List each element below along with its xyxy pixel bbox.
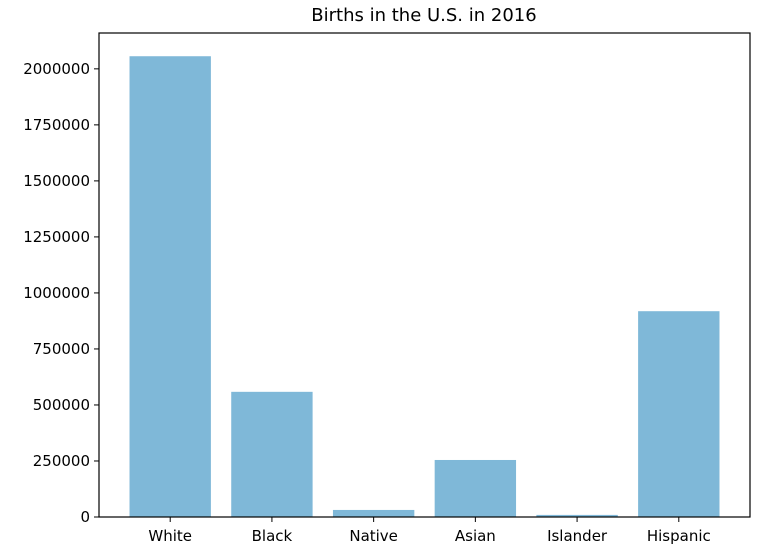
y-tick-label: 2000000 <box>23 60 90 78</box>
y-tick-label: 0 <box>80 508 90 526</box>
bars-group <box>129 56 720 517</box>
bar-asian <box>434 459 517 517</box>
plot-frame <box>98 32 751 518</box>
x-tick-label: Asian <box>455 527 496 545</box>
bar-native <box>332 509 415 517</box>
y-tick-label: 1000000 <box>23 284 90 302</box>
bar-white <box>129 56 211 517</box>
bar-islander <box>536 514 618 517</box>
bar-black <box>231 391 313 517</box>
x-tick-label: Hispanic <box>647 527 711 545</box>
y-tick-label: 250000 <box>33 452 90 470</box>
x-tick-label: White <box>148 527 192 545</box>
x-tick-label: Black <box>252 527 293 545</box>
y-tick-label: 500000 <box>33 396 90 414</box>
y-tick-label: 750000 <box>33 340 90 358</box>
y-tick-label: 1750000 <box>23 116 90 134</box>
x-axis: White Black Native Asian Islander Hispanic <box>148 517 711 545</box>
y-axis: 0 250000 500000 750000 1000000 1250000 1500000… <box>23 60 99 526</box>
chart-title: Births in the U.S. in 2016 <box>311 5 536 26</box>
y-tick-label: 1500000 <box>23 172 90 190</box>
x-tick-label: Islander <box>547 527 608 545</box>
y-tick-label: 1250000 <box>23 228 90 246</box>
bar-hispanic <box>638 311 720 517</box>
x-tick-label: Native <box>349 527 398 545</box>
